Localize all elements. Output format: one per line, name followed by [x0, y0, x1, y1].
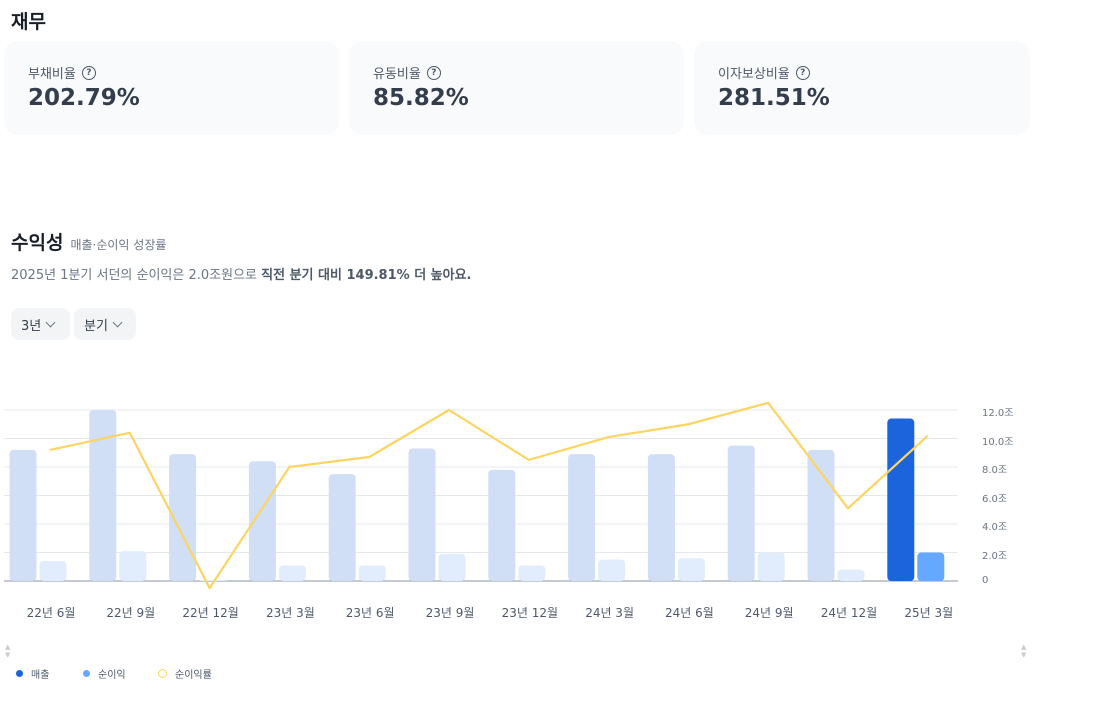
scroll-right-icon[interactable]: ▲ ▼	[1021, 643, 1027, 659]
x-tick-label: 24년 9월	[744, 606, 794, 620]
y-tick-label: 10.0조	[982, 436, 1014, 448]
help-icon[interactable]: ?	[795, 65, 810, 80]
current-ratio-card: 유동비율 ? 85.82%	[349, 41, 684, 135]
net-income-bar[interactable]	[119, 551, 147, 581]
legend-net-margin: 순이익률	[158, 666, 212, 681]
net-income-bar[interactable]	[518, 565, 546, 581]
y-tick-label: 6.0조	[982, 493, 1008, 505]
x-tick-label: 23년 3월	[265, 606, 315, 620]
interest-coverage-label: 이자보상비율	[718, 67, 790, 82]
legend-net-income-dot	[83, 670, 90, 677]
legend-label: 매출	[31, 670, 50, 681]
revenue-bar[interactable]	[248, 461, 276, 581]
y-tick-label: 12.0조	[982, 408, 1014, 419]
description-text: 2025년 1분기 서던의 순이익은 2.0조원으로	[11, 268, 262, 283]
period-filter-quarter[interactable]: 분기	[74, 308, 136, 340]
help-icon[interactable]: ?	[81, 65, 96, 80]
debt-ratio-card: 부채비율 ? 202.79%	[4, 41, 339, 135]
revenue-bar[interactable]	[9, 449, 37, 581]
revenue-bar[interactable]	[727, 445, 755, 581]
revenue-bar[interactable]	[568, 454, 596, 581]
legend-net-income: 순이익	[83, 666, 126, 681]
help-icon[interactable]: ?	[426, 65, 441, 80]
x-tick-label: 22년 12월	[182, 606, 239, 620]
revenue-bar[interactable]	[887, 418, 915, 581]
net-income-bar[interactable]	[757, 552, 785, 582]
net-margin-line	[49, 401, 929, 590]
net-income-bar[interactable]	[598, 559, 626, 581]
profitability-description: 2025년 1분기 서던의 순이익은 2.0조원으로 직전 분기 대비 149.…	[11, 264, 472, 283]
x-tick-label: 23년 12월	[501, 606, 559, 620]
y-tick-label: 2.0조	[982, 550, 1008, 562]
revenue-bar[interactable]	[328, 474, 356, 581]
interest-coverage-card: 이자보상비율 ? 281.51%	[694, 41, 1030, 135]
x-tick-label: 23년 9월	[425, 606, 475, 620]
profitability-title: 수익성	[11, 232, 64, 254]
debt-ratio-label: 부채비율	[28, 67, 76, 82]
period-filter-label: 분기	[84, 318, 108, 334]
profitability-subtitle: 매출·순이익 성장률	[70, 238, 167, 252]
net-income-bar[interactable]	[278, 565, 306, 581]
description-highlight: 직전 분기 대비 149.81% 더 높아요.	[261, 268, 472, 283]
net-income-bar[interactable]	[358, 565, 386, 581]
x-tick-label: 25년 3월	[904, 606, 954, 620]
x-tick-label: 22년 9월	[106, 606, 156, 620]
revenue-bar[interactable]	[89, 410, 117, 581]
revenue-bar[interactable]	[408, 448, 436, 581]
net-income-bar[interactable]	[677, 558, 705, 581]
net-income-bar[interactable]	[199, 580, 227, 581]
period-filter-3y[interactable]: 3년	[11, 308, 70, 340]
x-tick-label: 22년 6월	[26, 606, 76, 620]
net-income-bar[interactable]	[39, 561, 67, 581]
x-tick-label: 23년 6월	[345, 606, 395, 620]
profitability-header: 수익성 매출·순이익 성장률	[11, 228, 166, 255]
y-tick-label: 8.0조	[982, 465, 1008, 476]
y-tick-label: 4.0조	[982, 522, 1008, 533]
finance-title: 재무	[11, 11, 46, 33]
revenue-bar[interactable]	[488, 469, 516, 581]
x-tick-label: 24년 3월	[585, 606, 634, 620]
net-income-bar[interactable]	[438, 553, 466, 581]
net-income-bar[interactable]	[837, 569, 865, 581]
net-income-bar[interactable]	[917, 552, 945, 582]
x-tick-label: 24년 6월	[664, 606, 714, 620]
current-ratio-value: 85.82%	[373, 85, 469, 111]
legend-revenue: 매출	[16, 666, 49, 681]
revenue-bar[interactable]	[807, 449, 835, 581]
current-ratio-label: 유동비율	[373, 67, 421, 82]
legend-label: 순이익	[98, 670, 126, 681]
debt-ratio-value: 202.79%	[28, 85, 140, 111]
scroll-left-icon[interactable]: ▲ ▼	[5, 643, 11, 659]
legend-revenue-dot	[16, 670, 23, 677]
legend-label: 순이익률	[175, 670, 212, 681]
y-tick-label: 0	[982, 575, 989, 586]
revenue-bar[interactable]	[647, 454, 675, 581]
legend-net-margin-ring	[158, 669, 167, 678]
period-filter-label: 3년	[21, 318, 42, 334]
x-tick-label: 24년 12월	[820, 606, 878, 620]
interest-coverage-value: 281.51%	[718, 85, 830, 111]
